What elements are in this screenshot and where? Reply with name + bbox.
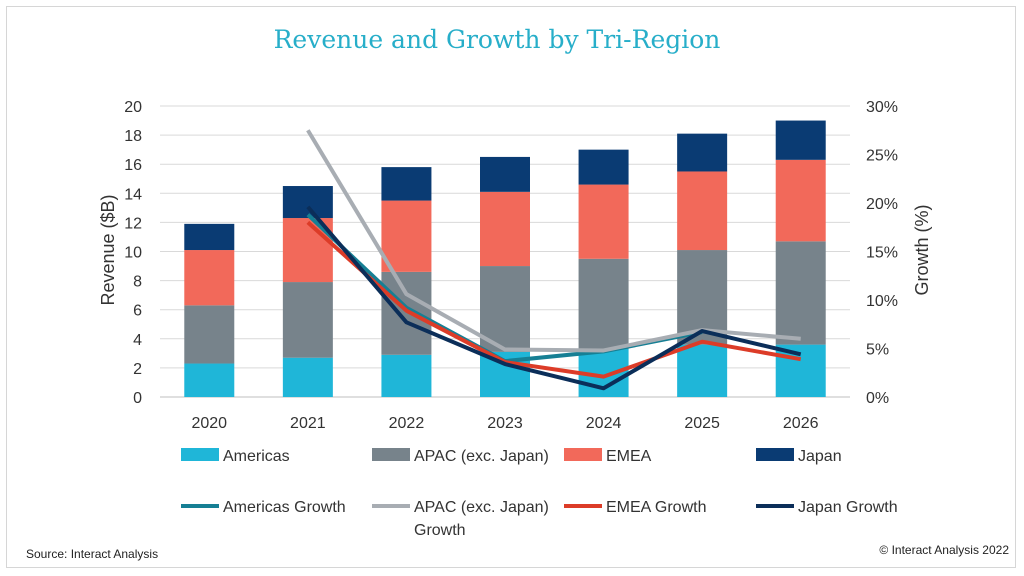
growth-lines — [306, 129, 802, 391]
x-tick-label: 2026 — [783, 415, 819, 432]
y-tick-label: 16 — [124, 157, 142, 174]
bar-emea-2025 — [677, 171, 728, 251]
y2-tick-label: 5% — [866, 342, 889, 359]
x-tick-label: 2025 — [684, 415, 720, 432]
legend-label: Japan Growth — [798, 499, 898, 516]
x-tick-label: 2024 — [586, 415, 622, 432]
bar-japan-2021 — [282, 186, 333, 219]
y-tick-label: 0 — [133, 390, 142, 407]
bar-emea-2023 — [480, 191, 530, 267]
legend-swatch — [756, 448, 794, 461]
bars — [184, 120, 826, 397]
legend: Americas APAC (exc. Japan) EMEA Japan Americ… — [181, 448, 898, 539]
legend-label: EMEA Growth — [606, 499, 706, 516]
x-tick-label: 2021 — [290, 415, 326, 432]
bar-apac-exc-japan-2023 — [480, 266, 530, 352]
legend-label: APAC (exc. Japan) — [414, 448, 549, 465]
bar-apac-exc-japan-2026 — [775, 241, 826, 345]
bar-japan-2020 — [184, 223, 235, 251]
source-note: Source: Interact Analysis — [26, 547, 158, 561]
y-tick-label: 6 — [133, 303, 142, 320]
line-japan-growth — [306, 205, 802, 391]
bar-apac-exc-japan-2022 — [381, 271, 432, 355]
bar-japan-2026 — [775, 120, 826, 160]
legend-label: APAC (exc. Japan) Growth — [414, 499, 549, 539]
bar-japan-2023 — [480, 156, 530, 192]
y2-tick-label: 25% — [866, 148, 898, 165]
bar-emea-2020 — [184, 250, 235, 306]
y2-tick-label: 15% — [866, 245, 898, 262]
y-axis-title: Revenue ($B) — [98, 194, 118, 305]
y-tick-label: 8 — [133, 274, 142, 291]
bar-americas-2021 — [282, 357, 333, 397]
y-tick-label: 18 — [124, 128, 142, 145]
y2-tick-label: 30% — [866, 99, 898, 116]
bar-americas-2020 — [184, 363, 235, 397]
y-axis-left: 0 2 4 6 8 10 12 14 16 18 20 — [124, 99, 142, 407]
y-axis-right: 0% 5% 10% 15% 20% 25% 30% — [866, 99, 898, 407]
x-tick-label: 2020 — [191, 415, 227, 432]
bar-apac-exc-japan-2024 — [578, 258, 629, 349]
x-tick-label: 2023 — [487, 415, 523, 432]
chart-frame — [6, 6, 1016, 568]
bar-apac-exc-japan-2021 — [282, 282, 333, 358]
bar-apac-exc-japan-2020 — [184, 305, 235, 364]
y-tick-label: 10 — [124, 245, 142, 262]
bar-japan-2024 — [578, 149, 629, 185]
y2-axis-title: Growth (%) — [912, 204, 932, 295]
y-tick-label: 12 — [124, 215, 142, 232]
legend-swatch — [564, 448, 602, 461]
y-tick-label: 20 — [124, 99, 142, 116]
legend-label: Americas — [223, 448, 290, 465]
bar-americas-2022 — [381, 354, 432, 397]
x-axis: 2020 2021 2022 2023 2024 2025 2026 — [191, 415, 818, 432]
bar-emea-2022 — [381, 200, 432, 272]
y2-tick-label: 20% — [866, 196, 898, 213]
x-tick-label: 2022 — [389, 415, 425, 432]
bar-japan-2022 — [381, 167, 432, 201]
line-emea-growth — [306, 220, 802, 379]
y-tick-label: 4 — [133, 332, 142, 349]
legend-swatch — [372, 448, 410, 461]
bar-americas-2025 — [677, 344, 728, 397]
y-tick-label: 14 — [124, 186, 142, 203]
y2-tick-label: 10% — [866, 293, 898, 310]
y2-tick-label: 0% — [866, 390, 889, 407]
bar-emea-2026 — [775, 159, 826, 242]
chart-title: Revenue and Growth by Tri-Region — [274, 25, 721, 54]
line-apac-exc-japan-growth — [306, 129, 801, 353]
legend-label: EMEA — [606, 448, 652, 465]
bar-japan-2025 — [677, 133, 728, 172]
y-tick-label: 2 — [133, 361, 142, 378]
legend-swatch — [181, 448, 219, 461]
copyright-note: © Interact Analysis 2022 — [879, 543, 1009, 557]
bar-emea-2024 — [578, 184, 629, 259]
legend-label: Japan — [798, 448, 842, 465]
legend-label: Americas Growth — [223, 499, 346, 516]
